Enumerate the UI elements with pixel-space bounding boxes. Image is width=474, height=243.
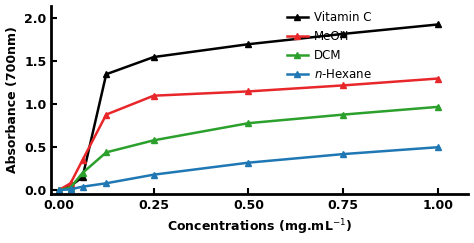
$n$-Hexane (340, 153, 346, 156)
Vitamin C (151, 56, 156, 59)
X-axis label: Concentrations (mg.mL$^{-1}$): Concentrations (mg.mL$^{-1}$) (167, 218, 352, 237)
Vitamin C (68, 184, 73, 187)
MeOH (103, 113, 109, 116)
$n$-Hexane (80, 185, 85, 188)
MeOH (246, 90, 251, 93)
MeOH (435, 77, 441, 80)
MeOH (56, 189, 62, 191)
Y-axis label: Absorbance (700nm): Absorbance (700nm) (6, 26, 18, 174)
DCM (435, 105, 441, 108)
DCM (103, 151, 109, 154)
Line: Vitamin C: Vitamin C (56, 22, 441, 193)
DCM (340, 113, 346, 116)
DCM (80, 172, 85, 174)
Vitamin C (56, 189, 62, 191)
Vitamin C (246, 43, 251, 46)
$n$-Hexane (56, 189, 62, 191)
$n$-Hexane (151, 173, 156, 176)
Vitamin C (103, 73, 109, 76)
$n$-Hexane (435, 146, 441, 149)
Vitamin C (435, 23, 441, 26)
Legend: Vitamin C, MeOH, DCM, $n$-Hexane: Vitamin C, MeOH, DCM, $n$-Hexane (287, 11, 372, 81)
Vitamin C (80, 176, 85, 179)
$n$-Hexane (246, 161, 251, 164)
DCM (56, 189, 62, 191)
Vitamin C (340, 32, 346, 35)
Line: $n$-Hexane: $n$-Hexane (56, 144, 441, 193)
$n$-Hexane (103, 182, 109, 185)
Line: DCM: DCM (56, 104, 441, 193)
DCM (151, 139, 156, 142)
MeOH (68, 182, 73, 185)
MeOH (151, 94, 156, 97)
Line: MeOH: MeOH (56, 76, 441, 193)
DCM (246, 122, 251, 125)
MeOH (340, 84, 346, 87)
DCM (68, 186, 73, 189)
MeOH (80, 159, 85, 162)
$n$-Hexane (68, 188, 73, 191)
